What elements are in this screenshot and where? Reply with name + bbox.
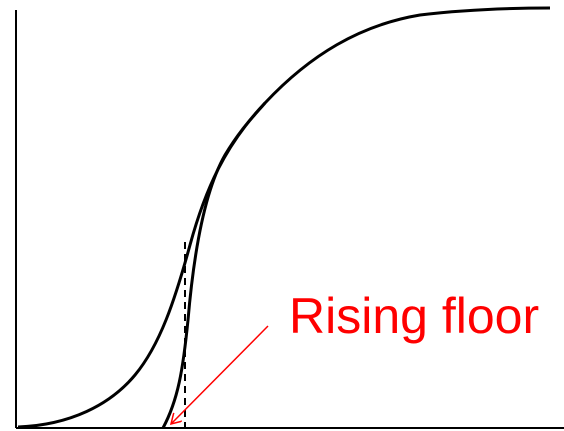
annotation: Rising floor — [289, 288, 539, 344]
curve-rising-floor — [161, 102, 267, 429]
arrow — [171, 325, 269, 424]
curve-baseline — [17, 6, 551, 429]
